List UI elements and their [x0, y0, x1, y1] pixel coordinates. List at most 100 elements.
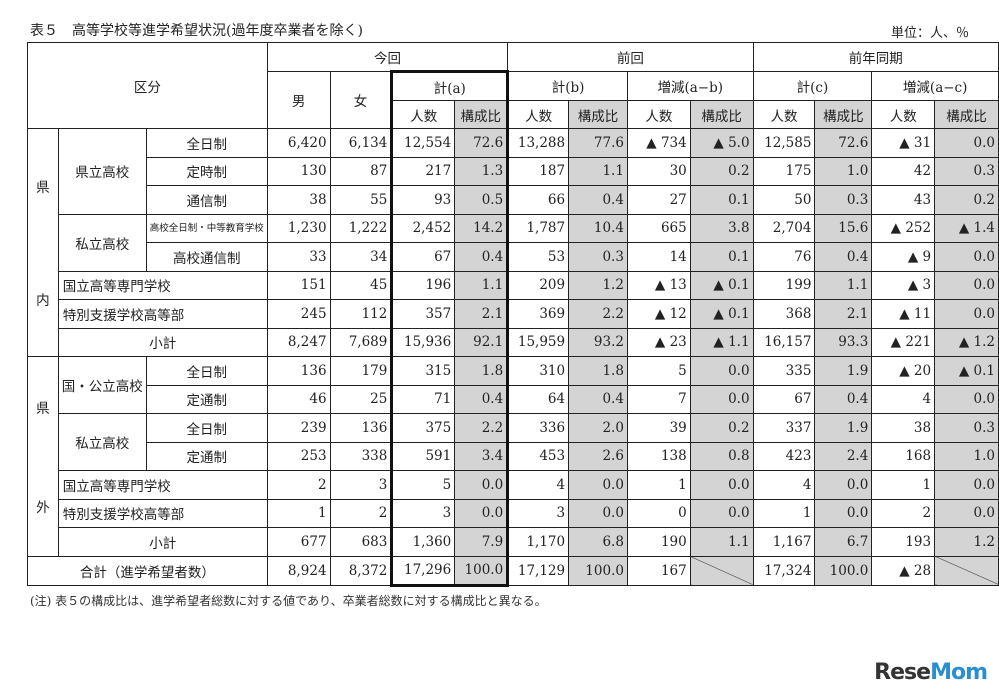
value-cell: 1.8: [454, 356, 510, 386]
value-cell: 100.0: [814, 555, 873, 586]
value-cell: 3: [329, 470, 393, 500]
value-cell: 1,170: [507, 527, 570, 557]
value-cell: 15.6: [814, 213, 873, 243]
value-cell: 1: [871, 470, 936, 500]
region-kengai: 県外: [27, 356, 59, 557]
value-cell: 15,959: [507, 327, 570, 357]
table-row: 国立高等専門学校 2 3 5 0.0 4 0.0 1 0.0 4 0.0 1 0.0: [28, 470, 999, 500]
value-cell: ▲ 0.1: [689, 299, 754, 329]
value-cell: ▲ 3: [871, 270, 936, 300]
value-cell: 43: [871, 185, 936, 215]
value-cell: 315: [390, 356, 456, 386]
value-cell: ▲ 11: [871, 299, 936, 329]
value-cell: 175: [752, 156, 816, 186]
value-cell: ▲ 734: [626, 128, 691, 158]
value-cell: 0: [626, 498, 691, 528]
value-cell: 87: [329, 156, 393, 186]
value-cell: 683: [329, 527, 393, 557]
total-label: 合計（進学希望者数）: [27, 555, 268, 586]
value-cell: 10.4: [568, 213, 628, 243]
value-cell: 1.3: [454, 156, 510, 186]
table-row: 国立高等専門学校 151 45 196 1.1 209 1.2 ▲ 13 ▲ 0.1 199 1.1…: [28, 270, 999, 300]
value-cell: 5: [390, 470, 456, 500]
value-cell: 1.9: [814, 356, 873, 386]
value-cell: 0.0: [934, 128, 999, 158]
value-cell: 77.6: [568, 128, 628, 158]
value-cell: 17,129: [507, 555, 570, 586]
header-konkai: 今回: [266, 42, 509, 72]
group-label: 私立高校: [57, 413, 147, 471]
value-cell: 0.4: [454, 242, 510, 272]
header-kubun: 区分: [27, 42, 268, 129]
value-cell: 2.2: [454, 413, 510, 443]
header-zougen-ab: 増減(a−b): [626, 71, 754, 101]
value-cell: 4: [752, 470, 816, 500]
value-cell: 1,222: [329, 213, 393, 243]
header-female: 女: [329, 71, 393, 129]
value-cell: 179: [329, 356, 393, 386]
value-cell: 0.4: [568, 384, 628, 414]
value-cell: 0.2: [689, 413, 754, 443]
value-cell: ▲ 1.2: [934, 327, 999, 357]
value-cell: 187: [507, 156, 570, 186]
value-cell: 245: [266, 299, 331, 329]
value-cell: 71: [390, 384, 456, 414]
value-cell: 2,452: [390, 213, 456, 243]
value-cell: 7,689: [329, 327, 393, 357]
value-cell: 72.6: [454, 128, 510, 158]
value-cell: ▲ 221: [871, 327, 936, 357]
value-cell: 0.1: [689, 185, 754, 215]
subtotal-label: 小計: [57, 327, 268, 357]
header-kei-a: 計(a): [390, 70, 510, 101]
value-cell: ▲ 23: [626, 327, 691, 357]
table-row: 定通制 253 338 591 3.4 453 2.6 138 0.8 423 2.4 168 1.0: [28, 441, 999, 471]
header-kouseihi: 構成比: [568, 100, 628, 129]
value-cell: 337: [752, 413, 816, 443]
value-cell: 136: [266, 356, 331, 386]
value-cell: 72.6: [814, 128, 873, 158]
value-cell: 0.5: [454, 185, 510, 215]
table-row: 県外国・公立高校 全日制 136 179 315 1.8 310 1.8 5 0.0 335 1.9 ▲…: [27, 356, 999, 557]
value-cell: 0.0: [934, 242, 999, 272]
value-cell: 12,585: [752, 128, 816, 158]
header-zenkai: 前回: [507, 42, 754, 72]
value-cell: 1.9: [814, 413, 873, 443]
table-row: 小計 8,247 7,689 15,936 92.1 15,959 93.2 ▲ 23 ▲ 1.…: [28, 327, 999, 357]
region-char: 県: [36, 400, 50, 417]
value-cell: 591: [390, 441, 456, 471]
value-cell: 375: [390, 413, 456, 443]
value-cell: 76: [752, 242, 816, 272]
value-cell: ▲ 13: [626, 270, 691, 300]
category-label: 国立高等専門学校: [57, 470, 268, 500]
region-char: 外: [36, 499, 50, 516]
table-row: 合計（進学希望者数） 8,924 8,372 17,296 100.0 17,129 100…: [27, 555, 999, 587]
header-ninzu: 人数: [626, 100, 691, 129]
value-cell: 0.4: [568, 185, 628, 215]
value-cell: 199: [752, 270, 816, 300]
value-cell: 2.0: [568, 413, 628, 443]
value-cell: 27: [626, 185, 691, 215]
value-cell: ▲ 9: [871, 242, 936, 272]
sub-label: 定通制: [145, 441, 268, 471]
header-kouseihi: 構成比: [689, 100, 754, 129]
header-kouseihi: 構成比: [454, 100, 510, 129]
value-cell: 138: [626, 441, 691, 471]
value-cell: 34: [329, 242, 393, 272]
value-cell: 0.0: [454, 498, 510, 528]
value-cell: 196: [390, 270, 456, 300]
value-cell: 357: [390, 299, 456, 329]
table-row: 私立高校 全日制 239 136 375 2.2 336 2.0 39 0.2 337 1.9 38 0.…: [28, 413, 999, 471]
header-ninzu: 人数: [752, 100, 816, 129]
value-cell: 677: [266, 527, 331, 557]
value-cell: 193: [871, 527, 936, 557]
enrollment-table: 区分 今回 前回 前年同期 男 女 計(a) 計(b) 増減(a−b) 計(c)…: [27, 42, 999, 587]
value-cell: 3: [390, 498, 456, 528]
value-cell: 46: [266, 384, 331, 414]
table-title: 表５ 高等学校等進学希望状況(過年度卒業者を除く): [30, 23, 363, 39]
value-cell: 92.1: [454, 327, 510, 357]
header-kei-b: 計(b): [507, 71, 628, 101]
value-cell: 239: [266, 413, 331, 443]
value-cell: 0.0: [454, 470, 510, 500]
value-cell: 0.2: [934, 185, 999, 215]
value-cell: 6,134: [329, 128, 393, 158]
